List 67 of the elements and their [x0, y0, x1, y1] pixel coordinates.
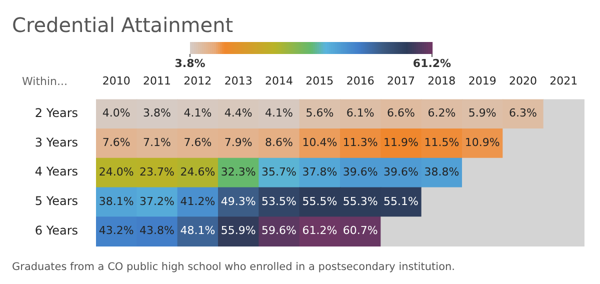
data-label: 60.7%: [342, 224, 378, 238]
data-label: 37.2%: [140, 194, 174, 208]
data-label: 6.6%: [387, 106, 415, 120]
data-label: 5.6%: [306, 106, 334, 120]
data-label: 43.8%: [140, 224, 174, 238]
x-tick-label: 2018: [428, 74, 456, 88]
x-tick-label: 2013: [224, 74, 252, 88]
data-label: 59.6%: [262, 224, 296, 238]
data-label: 5.9%: [468, 106, 496, 120]
data-label: 37.8%: [302, 165, 338, 178]
data-label: 7.1%: [143, 136, 171, 150]
data-label: 11.9%: [384, 136, 418, 150]
x-tick-label: 2019: [468, 74, 496, 88]
data-label: 23.7%: [140, 165, 174, 178]
y-tick-label: 3 Years: [34, 135, 78, 150]
data-label: 55.9%: [220, 224, 256, 238]
data-label: 24.0%: [98, 165, 134, 178]
y-tick-label: 5 Years: [34, 194, 78, 208]
data-label: 3.8%: [143, 106, 171, 120]
data-label: 39.6%: [342, 165, 378, 178]
x-tick-label: 2020: [509, 74, 537, 88]
data-label: 55.1%: [384, 194, 418, 208]
data-label: 48.1%: [180, 224, 216, 238]
x-tick-label: 2014: [265, 74, 293, 88]
x-tick-label: 2011: [143, 74, 171, 88]
x-tick-label: 2012: [184, 74, 212, 88]
data-label: 61.2%: [302, 224, 338, 238]
data-label: 49.3%: [220, 194, 256, 208]
data-label: 10.4%: [302, 136, 338, 150]
chart-title: Credential Attainment: [12, 13, 234, 37]
x-tick-label: 2016: [346, 74, 374, 88]
color-bar-label: 61.2%: [412, 56, 452, 70]
data-label: 6.3%: [509, 106, 537, 120]
data-label: 43.2%: [98, 224, 134, 238]
data-label: 6.1%: [346, 106, 374, 120]
y-axis-title: Within...: [22, 75, 68, 88]
x-tick-label: 2017: [387, 74, 415, 88]
data-label: 8.6%: [265, 136, 293, 150]
data-label: 38.1%: [98, 194, 134, 208]
x-tick-label: 2015: [306, 74, 334, 88]
data-label: 55.3%: [342, 194, 378, 208]
data-label: 39.6%: [384, 165, 418, 178]
data-label: 11.5%: [424, 136, 460, 150]
x-tick-label: 2010: [102, 74, 130, 88]
data-label: 32.3%: [220, 165, 256, 178]
x-tick-label: 2021: [550, 74, 578, 88]
data-label: 24.6%: [180, 165, 216, 178]
data-label: 55.5%: [302, 194, 338, 208]
y-tick-label: 2 Years: [34, 106, 78, 120]
data-label: 10.9%: [464, 136, 500, 150]
data-label: 4.0%: [102, 106, 130, 120]
text: Graduates from a CO public high school who enrolled in a postsecondary institution.: [12, 261, 455, 273]
data-label: 7.9%: [224, 136, 252, 150]
data-label: 6.2%: [428, 106, 456, 120]
data-label: 41.2%: [180, 194, 216, 208]
data-label: 4.1%: [184, 106, 212, 120]
data-label: 53.5%: [262, 194, 296, 208]
y-tick-label: 4 Years: [34, 164, 78, 179]
data-label: 38.8%: [424, 165, 460, 178]
data-label: 4.1%: [265, 106, 293, 120]
color-bar-label: 3.8%: [174, 56, 206, 70]
data-label: 35.7%: [262, 165, 296, 178]
data-label: 7.6%: [102, 136, 130, 150]
data-label: 7.6%: [184, 136, 212, 150]
y-tick-label: 6 Years: [34, 223, 78, 238]
data-label: 4.4%: [224, 106, 252, 120]
data-label: 11.3%: [342, 136, 378, 150]
